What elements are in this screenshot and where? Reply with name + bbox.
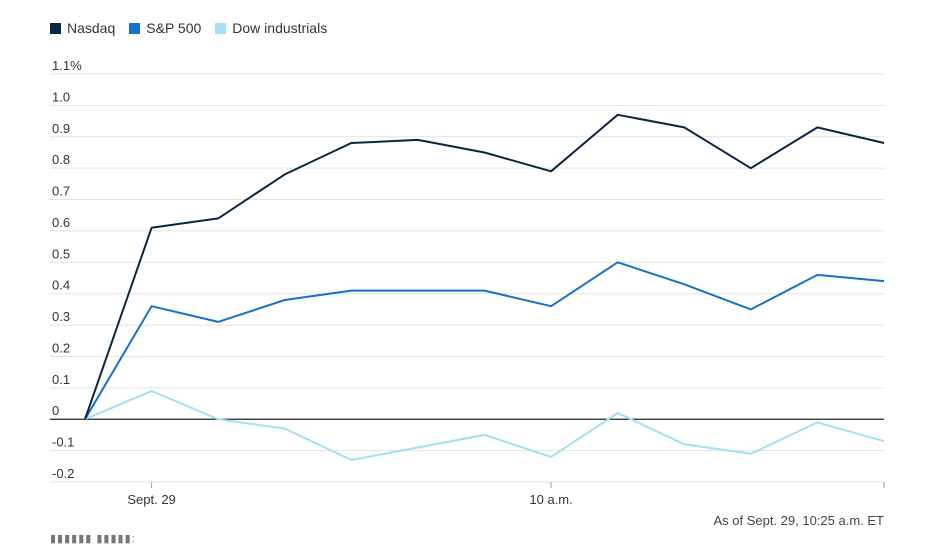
y-tick-label: 1.1%	[52, 58, 82, 73]
y-tick-label: 0.8	[52, 152, 70, 167]
y-tick-label: 0.1	[52, 372, 70, 387]
y-tick-label: -0.1	[52, 435, 74, 450]
series-line-nasdaq	[84, 113, 885, 420]
y-tick-label: 0.3	[52, 309, 70, 324]
y-tick-label: 1.0	[52, 89, 70, 104]
x-axis: Sept. 29 10 a.m.	[127, 482, 885, 507]
y-tick-label: 0.6	[52, 215, 70, 230]
y-tick-label: -0.2	[52, 466, 74, 481]
y-tick-label: 0.2	[52, 340, 70, 355]
legend-item-nasdaq: Nasdaq	[50, 20, 115, 36]
grid-lines	[50, 73, 884, 483]
legend-item-sp500: S&P 500	[129, 20, 201, 36]
legend-item-dow: Dow industrials	[215, 20, 327, 36]
y-tick-label: 0	[52, 403, 59, 418]
as-of-note: As of Sept. 29, 10:25 a.m. ET	[713, 513, 884, 528]
y-tick-label: 0.5	[52, 246, 70, 261]
series-lines	[84, 113, 885, 461]
legend-swatch-sp500	[129, 22, 141, 34]
x-tick-label: Sept. 29	[127, 492, 175, 507]
source-note: ▮▮▮▮▮▮ ▮▮▮▮▮:	[50, 533, 136, 545]
legend-swatch-nasdaq	[50, 22, 61, 34]
series-line-dow-industrials	[84, 390, 885, 461]
x-tick-label: 10 a.m.	[529, 492, 572, 507]
legend-swatch-dow	[215, 22, 227, 34]
legend: Nasdaq S&P 500 Dow industrials	[50, 20, 327, 36]
legend-label-nasdaq: Nasdaq	[67, 20, 116, 36]
y-axis-labels: 1.1% 1.0 0.9 0.8 0.7 0.6 0.5 0.4 0.3 0.2 0.1 0 -0.1 -…	[52, 58, 82, 481]
y-tick-label: 0.9	[52, 121, 70, 136]
legend-label-sp500: S&P 500	[146, 20, 202, 36]
series-line-s-p-500	[84, 261, 885, 420]
y-tick-label: 0.7	[52, 184, 70, 199]
y-tick-label: 0.4	[52, 278, 70, 293]
legend-label-dow: Dow industrials	[232, 20, 328, 36]
